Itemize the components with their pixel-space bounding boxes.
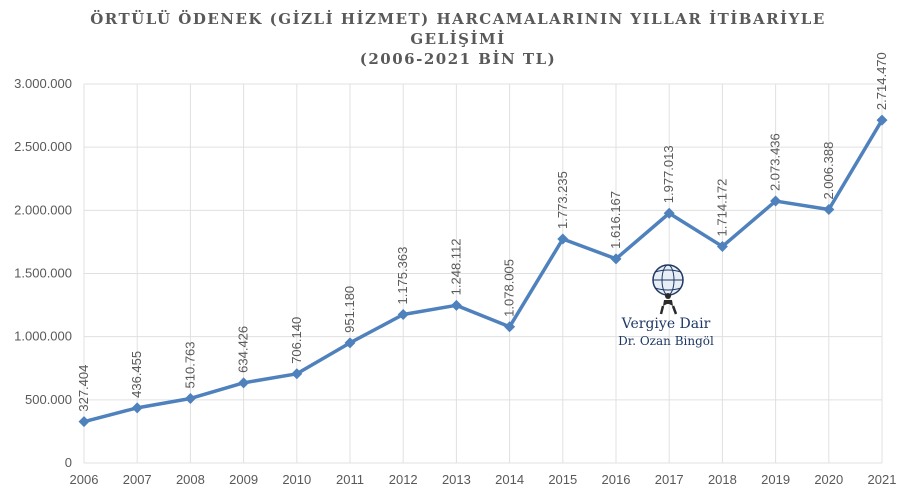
series-line — [82, 118, 884, 424]
data-point-marker — [663, 207, 675, 219]
data-point-marker — [344, 337, 356, 349]
data-point-marker — [716, 240, 728, 252]
chart-title: ÖRTÜLÜ ÖDENEK (GİZLİ HİZMET) HARCAMALARI… — [90, 9, 826, 68]
data-labels: 327.404 436.455 510.763 634.426 706.140 951.1… — [76, 52, 889, 411]
x-tick-label: 2018 — [708, 472, 737, 487]
series-line-group — [82, 118, 884, 424]
y-tick-label: 1.500.000 — [14, 266, 72, 281]
x-tick-label: 2015 — [548, 472, 577, 487]
data-label: 510.763 — [182, 341, 197, 388]
x-tick-label: 2011 — [336, 472, 364, 487]
y-tick-label: 0 — [65, 455, 72, 470]
x-tick-label: 2019 — [761, 472, 790, 487]
x-tick-label: 2021 — [868, 472, 897, 487]
data-label: 634.426 — [236, 326, 251, 373]
data-label: 2.006.388 — [821, 142, 836, 200]
data-label: 2.073.436 — [768, 133, 783, 191]
data-label: 1.773.235 — [555, 171, 570, 229]
data-point-marker — [610, 253, 622, 265]
chart-title-line-1: ÖRTÜLÜ ÖDENEK (GİZLİ HİZMET) HARCAMALARI… — [90, 9, 826, 28]
y-tick-label: 3.000.000 — [14, 76, 72, 91]
chart-title-line-2: GELİŞİMİ — [410, 29, 505, 48]
data-markers — [78, 114, 888, 428]
x-tick-label: 2009 — [229, 472, 258, 487]
y-tick-label: 2.500.000 — [14, 139, 72, 154]
x-tick-label: 2012 — [389, 472, 418, 487]
data-label: 1.078.005 — [502, 259, 517, 317]
y-tick-label: 1.000.000 — [14, 329, 72, 344]
data-label: 706.140 — [289, 317, 304, 364]
x-tick-label: 2014 — [495, 472, 524, 487]
data-point-marker — [291, 368, 303, 380]
data-point-marker — [504, 321, 516, 333]
data-point-marker — [397, 309, 409, 321]
x-tick-label: 2010 — [282, 472, 311, 487]
data-label: 1.714.172 — [714, 179, 729, 237]
data-label: 951.180 — [342, 286, 357, 333]
data-point-marker — [184, 392, 196, 404]
atlas-globe-icon — [652, 264, 684, 315]
x-tick-label: 2020 — [814, 472, 843, 487]
data-point-marker — [770, 195, 782, 207]
data-label: 436.455 — [129, 351, 144, 398]
data-label: 1.175.363 — [395, 247, 410, 305]
x-tick-label: 2016 — [602, 472, 631, 487]
y-tick-label: 2.000.000 — [14, 202, 72, 217]
data-point-marker — [876, 114, 888, 126]
watermark-title: Vergiye Dair — [621, 316, 711, 332]
data-label: 327.404 — [76, 365, 91, 412]
x-axis-tick-labels: 2006 2007 2008 2009 2010 2011 2012 2013 2014 2015… — [70, 472, 897, 487]
x-tick-label: 2017 — [655, 472, 684, 487]
gridlines — [83, 83, 883, 464]
x-tick-label: 2013 — [442, 472, 471, 487]
data-point-marker — [78, 416, 90, 428]
data-point-marker — [238, 377, 250, 389]
data-label: 2.714.470 — [874, 52, 889, 110]
watermark: Vergiye Dair Dr. Ozan Bingöl — [618, 264, 714, 348]
data-point-marker — [131, 402, 143, 414]
data-point-marker — [823, 204, 835, 216]
chart-title-line-3: (2006-2021 BİN TL) — [360, 49, 556, 68]
data-label: 1.248.112 — [448, 238, 463, 295]
data-point-marker — [450, 299, 462, 311]
y-axis-tick-labels: 0 500.000 1.000.000 1.500.000 2.000.000 2.500… — [14, 76, 72, 470]
x-tick-label: 2008 — [176, 472, 205, 487]
data-point-marker — [557, 233, 569, 245]
data-label: 1.977.013 — [661, 145, 676, 203]
data-label: 1.616.167 — [608, 191, 623, 249]
x-tick-label: 2006 — [70, 472, 99, 487]
x-tick-label: 2007 — [123, 472, 152, 487]
y-tick-label: 500.000 — [25, 392, 72, 407]
watermark-subtitle: Dr. Ozan Bingöl — [618, 334, 714, 348]
